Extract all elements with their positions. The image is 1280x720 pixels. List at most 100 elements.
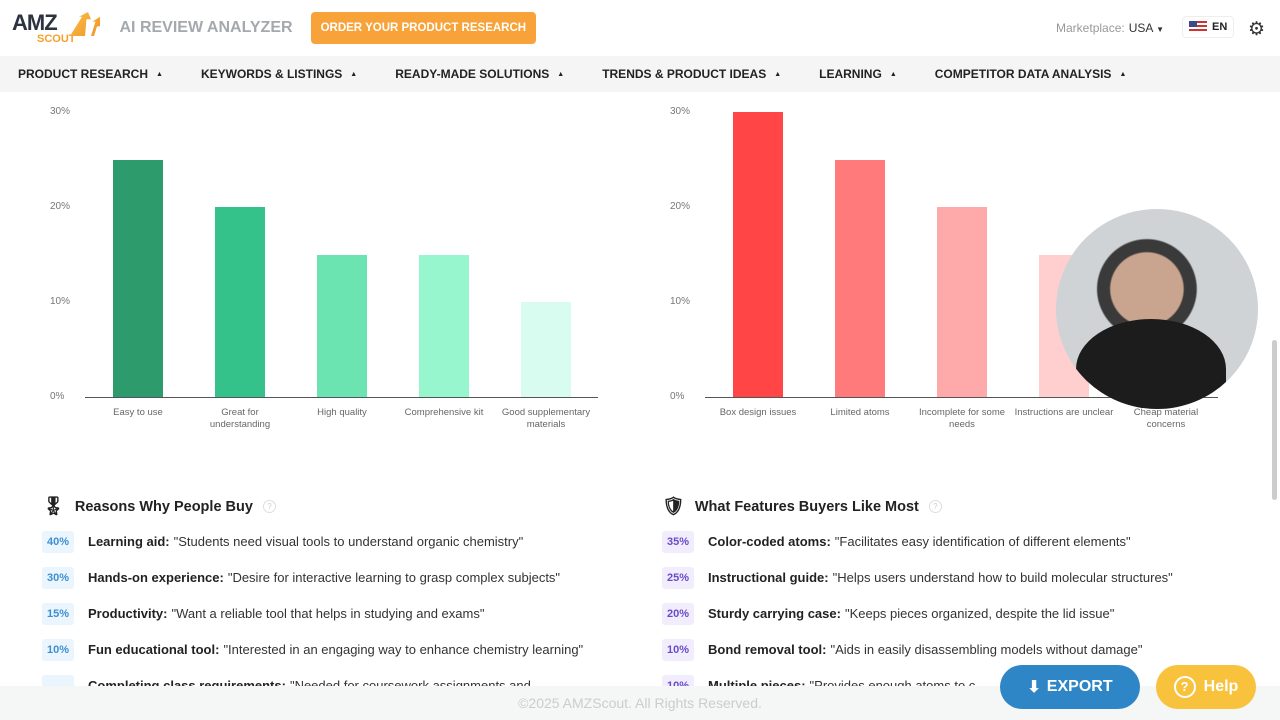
list-item: 30% Hands-on experience: "Desire for inter… <box>42 567 583 589</box>
question-icon: ? <box>1173 676 1196 698</box>
x-axis <box>85 397 598 398</box>
caret-up-icon: ▲ <box>1119 71 1127 79</box>
bar[interactable] <box>937 207 987 397</box>
x-axis <box>705 397 1218 398</box>
caret-up-icon: ▲ <box>774 71 782 79</box>
logo-text: AMZ <box>12 9 58 35</box>
y-tick-label: 20% <box>670 201 691 212</box>
list-item: 40% Learning aid: "Students need visual to… <box>42 531 583 553</box>
caret-down-icon: ▼ <box>1156 25 1164 34</box>
y-tick-label: 10% <box>670 296 691 307</box>
nav-label: TRENDS & PRODUCT IDEAS <box>602 67 767 81</box>
info-icon[interactable]: ? <box>262 500 276 513</box>
header: AMZ SCOUT AI REVIEW ANALYZER ORDER YOUR P… <box>0 0 1280 56</box>
list-item: 20% Sturdy carrying case: "Keeps pieces or… <box>662 603 1173 625</box>
item-text: Bond removal tool: "Aids in easily disass… <box>708 642 1142 658</box>
item-label: Learning aid: <box>88 534 170 549</box>
webcam-overlay <box>1056 209 1258 409</box>
item-text: Learning aid: "Students need visual tools… <box>88 534 523 550</box>
reasons-section: 🎖 Reasons Why People Buy? 40% Learning aid… <box>42 496 583 697</box>
list-item: 10% Fun educational tool: "Interested in a… <box>42 639 583 661</box>
logo-subtext: SCOUT <box>37 32 76 45</box>
bar[interactable] <box>521 302 571 397</box>
bar[interactable] <box>835 159 885 397</box>
item-quote: "Facilitates easy identification of diff… <box>834 534 1131 549</box>
item-text: Color-coded atoms: "Facilitates easy iden… <box>708 534 1131 550</box>
x-tick-label: Good supplementary materials <box>501 407 591 430</box>
caret-up-icon: ▲ <box>889 71 897 79</box>
info-icon[interactable]: ? <box>928 500 942 513</box>
x-tick-label: Great for understanding <box>209 407 271 430</box>
nav-ready-made-solutions[interactable]: READY-MADE SOLUTIONS ▲ <box>395 67 564 81</box>
bar[interactable] <box>419 254 469 397</box>
app-title: AI REVIEW ANALYZER <box>119 19 293 36</box>
bar[interactable] <box>113 159 163 397</box>
nav-learning[interactable]: LEARNING ▲ <box>819 67 897 81</box>
x-tick-label: Limited atoms <box>830 407 890 418</box>
percent-badge: 10% <box>662 639 694 661</box>
item-label: Bond removal tool: <box>708 642 827 657</box>
percent-badge: 20% <box>662 603 694 625</box>
award-icon: 🎖 <box>42 496 65 516</box>
item-text: Hands-on experience: "Desire for interact… <box>88 570 560 586</box>
features-section: 🛡 What Features Buyers Like Most? 35% Colo… <box>662 496 1173 697</box>
x-tick-label: High quality <box>317 407 367 418</box>
nav-competitor-data-analysis[interactable]: COMPETITOR DATA ANALYSIS ▲ <box>935 67 1127 81</box>
item-quote: "Want a reliable tool that helps in stud… <box>171 606 485 621</box>
language-select[interactable]: EN <box>1182 16 1235 38</box>
percent-badge: 10% <box>42 639 74 661</box>
marketplace-value: USA <box>1128 21 1153 35</box>
y-tick-label: 10% <box>50 296 71 307</box>
caret-up-icon: ▲ <box>350 71 358 79</box>
list-item: 15% Productivity: "Want a reliable tool th… <box>42 603 583 625</box>
export-button[interactable]: ⬇ EXPORT <box>1000 665 1140 709</box>
y-tick-label: 30% <box>670 106 691 117</box>
item-label: Sturdy carrying case: <box>708 606 841 621</box>
bar[interactable] <box>317 254 367 397</box>
order-research-button[interactable]: ORDER YOUR PRODUCT RESEARCH <box>310 12 537 44</box>
percent-badge: 30% <box>42 567 74 589</box>
main-nav: PRODUCT RESEARCH ▲ KEYWORDS & LISTINGS ▲ R… <box>0 56 1280 92</box>
nav-product-research[interactable]: PRODUCT RESEARCH ▲ <box>18 67 163 81</box>
nav-label: COMPETITOR DATA ANALYSIS <box>934 67 1112 81</box>
language-value: EN <box>1212 21 1228 33</box>
y-tick-label: 20% <box>50 201 71 212</box>
item-label: Productivity: <box>88 606 168 621</box>
x-tick-label: Incomplete for some needs <box>918 407 1006 430</box>
amzscout-logo[interactable]: AMZ SCOUT <box>12 9 76 45</box>
x-tick-label: Easy to use <box>113 407 163 418</box>
percent-badge: 25% <box>662 567 694 589</box>
nav-trends-product-ideas[interactable]: TRENDS & PRODUCT IDEAS ▲ <box>602 67 781 81</box>
shield-heart-icon: 🛡 <box>662 496 685 516</box>
help-label: Help <box>1203 678 1239 695</box>
bar[interactable] <box>215 207 265 397</box>
item-label: Fun educational tool: <box>88 642 220 657</box>
nav-label: READY-MADE SOLUTIONS <box>395 67 550 81</box>
gear-icon[interactable]: ⚙ <box>1248 19 1266 40</box>
x-tick-label: Box design issues <box>719 407 797 418</box>
nav-keywords-listings[interactable]: KEYWORDS & LISTINGS ▲ <box>201 67 357 81</box>
item-quote: "Interested in an engaging way to enhanc… <box>223 642 584 657</box>
list-item: 25% Instructional guide: "Helps users unde… <box>662 567 1173 589</box>
help-button[interactable]: ? Help <box>1156 665 1256 709</box>
percent-badge: 40% <box>42 531 74 553</box>
nav-label: LEARNING <box>819 67 882 81</box>
y-tick-label: 0% <box>50 391 65 402</box>
item-quote: "Aids in easily disassembling models wit… <box>830 642 1143 657</box>
item-label: Color-coded atoms: <box>708 534 831 549</box>
marketplace-label: Marketplace: <box>1056 21 1125 35</box>
item-label: Instructional guide: <box>708 570 829 585</box>
item-text: Fun educational tool: "Interested in an e… <box>88 642 583 658</box>
x-tick-label: Comprehensive kit <box>404 407 484 418</box>
us-flag-icon <box>1189 21 1207 33</box>
marketplace-select[interactable]: Marketplace: USA ▼ <box>1056 21 1164 35</box>
x-tick-label: Instructions are unclear <box>1014 407 1114 418</box>
y-tick-label: 30% <box>50 106 71 117</box>
section-title: Reasons Why People Buy <box>74 498 253 515</box>
scrollbar[interactable] <box>1272 340 1277 500</box>
y-tick-label: 0% <box>670 391 685 402</box>
download-icon: ⬇ <box>1027 679 1041 696</box>
bar[interactable] <box>733 112 783 397</box>
caret-up-icon: ▲ <box>557 71 565 79</box>
percent-badge: 35% <box>662 531 694 553</box>
